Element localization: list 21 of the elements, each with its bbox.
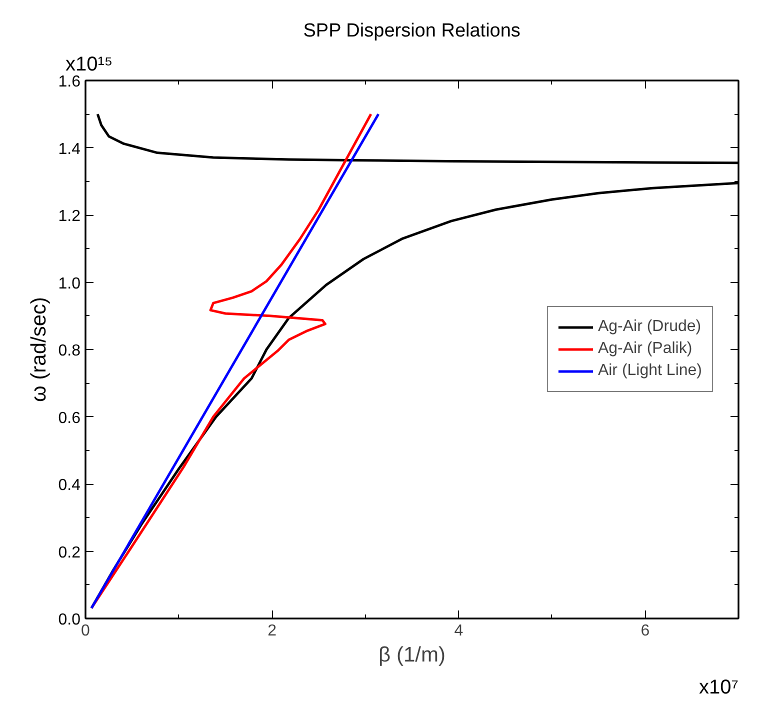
text: x10⁷ [699, 676, 738, 698]
y-tick-label: 1.6 [58, 74, 81, 90]
y-tick-label: 0.4 [58, 477, 81, 494]
x-axis-title: β (1/m) [378, 644, 446, 666]
y-tick-label: 1.0 [58, 275, 81, 292]
y-axis-title: ω (rad/sec) [27, 296, 50, 402]
y-tick-label: 1.4 [58, 140, 81, 158]
legend-label: Ag-Air (Drude) [598, 318, 702, 336]
y-tick-label: 0.8 [58, 342, 81, 360]
y-tick-label: 0.2 [58, 544, 81, 562]
chart-title: SPP Dispersion Relations [303, 20, 520, 42]
text: x10¹⁵ [66, 54, 113, 76]
x-tick-label: 2 [268, 622, 277, 640]
x-tick-label: 4 [454, 622, 464, 640]
x-tick-label: 6 [640, 622, 650, 640]
y-tick-label: 0.6 [58, 410, 81, 427]
y-tick-label: 1.2 [58, 208, 81, 225]
x-tick-label: 0 [81, 622, 90, 640]
y-tick-label: 0.0 [58, 612, 81, 628]
legend-label: Ag-Air (Palik) [598, 340, 692, 358]
legend-label: Air (Light Line) [598, 362, 702, 380]
